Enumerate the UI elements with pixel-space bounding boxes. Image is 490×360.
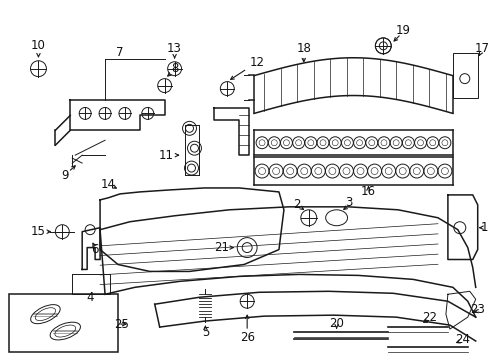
Bar <box>453 53 478 98</box>
Text: 9: 9 <box>62 168 69 181</box>
Text: 19: 19 <box>396 24 411 37</box>
Text: 4: 4 <box>86 291 94 304</box>
Text: 21: 21 <box>214 241 229 254</box>
Text: 18: 18 <box>296 42 311 55</box>
Text: 10: 10 <box>31 39 46 52</box>
Text: 2: 2 <box>293 198 300 211</box>
Text: 23: 23 <box>470 303 485 316</box>
Text: 5: 5 <box>202 325 209 338</box>
Text: 13: 13 <box>167 42 182 55</box>
Text: 14: 14 <box>100 179 116 192</box>
Text: 3: 3 <box>345 196 352 210</box>
Text: 20: 20 <box>329 316 344 330</box>
Text: 16: 16 <box>361 185 376 198</box>
Text: 6: 6 <box>91 243 99 256</box>
Text: 15: 15 <box>31 225 46 238</box>
Text: 8: 8 <box>171 62 178 75</box>
Text: 11: 11 <box>159 149 174 162</box>
Text: 22: 22 <box>422 311 438 324</box>
Text: 12: 12 <box>249 56 265 69</box>
Text: 1: 1 <box>481 221 489 234</box>
Text: 26: 26 <box>240 330 255 343</box>
Text: 17: 17 <box>474 42 489 55</box>
Text: 7: 7 <box>116 46 123 59</box>
Text: 25: 25 <box>115 318 129 330</box>
Text: 24: 24 <box>455 333 470 346</box>
Bar <box>9 294 118 352</box>
